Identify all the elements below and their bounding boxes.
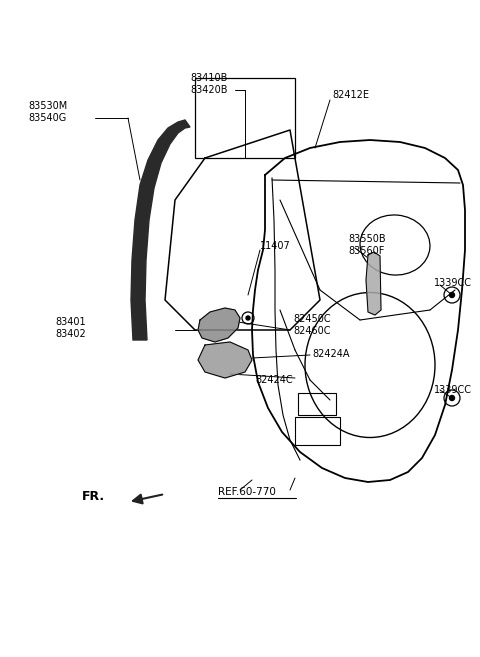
Bar <box>298 393 336 415</box>
Text: 1339CC: 1339CC <box>434 385 472 395</box>
Polygon shape <box>131 120 190 340</box>
Text: FR.: FR. <box>82 491 105 503</box>
Text: 82412E: 82412E <box>332 90 369 100</box>
Text: 1339CC: 1339CC <box>434 278 472 288</box>
Text: 83550B
83560F: 83550B 83560F <box>348 234 385 256</box>
Circle shape <box>449 292 455 298</box>
Text: 82424A: 82424A <box>312 349 349 359</box>
Text: 11407: 11407 <box>260 241 291 251</box>
Polygon shape <box>366 252 381 315</box>
Bar <box>295 417 340 445</box>
Text: REF.60-770: REF.60-770 <box>218 487 276 497</box>
Text: 83410B
83420B: 83410B 83420B <box>190 73 228 95</box>
Bar <box>195 78 295 158</box>
Text: 83401
83402: 83401 83402 <box>55 317 86 339</box>
Text: 82424C: 82424C <box>255 375 293 385</box>
Polygon shape <box>198 342 252 378</box>
Polygon shape <box>198 308 240 342</box>
Text: 82450C
82460C: 82450C 82460C <box>293 314 331 336</box>
Circle shape <box>449 396 455 401</box>
Circle shape <box>246 316 250 320</box>
Text: 83530M
83540G: 83530M 83540G <box>28 101 67 123</box>
